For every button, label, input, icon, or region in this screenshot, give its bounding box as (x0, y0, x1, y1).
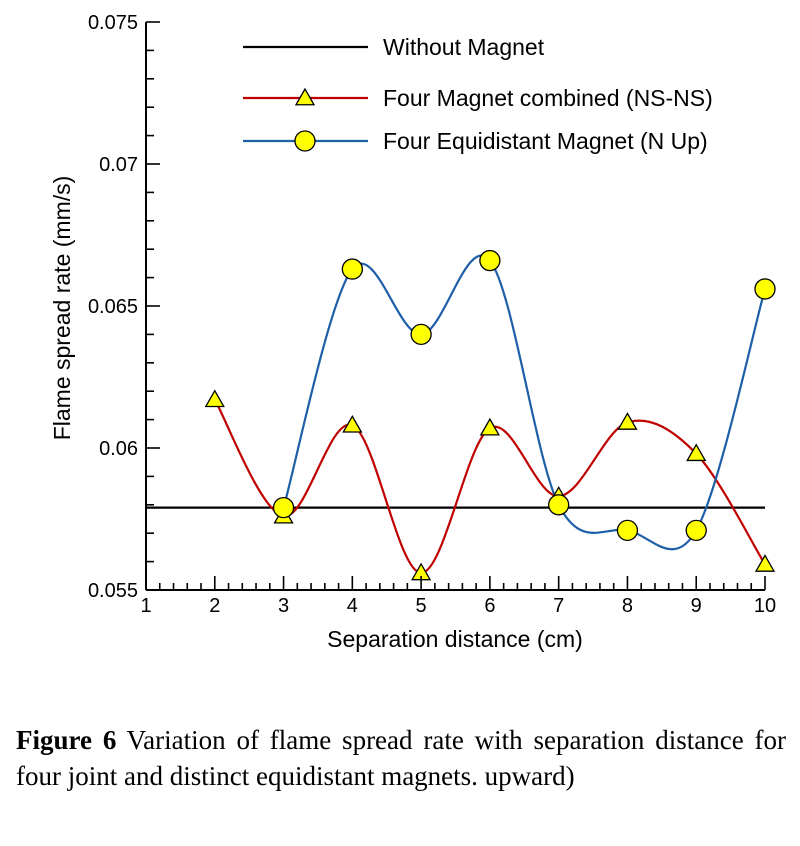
data-point-circle (548, 494, 570, 516)
data-point-circle (272, 496, 295, 519)
y-tick-label: 0.055 (88, 580, 138, 602)
data-point-circle (754, 278, 776, 300)
chart-area: 0.055 0.06 0.065 0.07 0.075 1 2 3 4 5 6 7 8 9 10 Separ… (49, 12, 776, 652)
data-point-circle (685, 519, 707, 542)
x-tick-label: 6 (484, 595, 495, 617)
legend: Without Magnet Four Magnet combined (NS-N… (243, 34, 713, 154)
data-point-triangle (617, 412, 638, 430)
data-point-circle (341, 258, 363, 280)
series-line-2 (213, 399, 766, 575)
data-point-circle (479, 249, 501, 272)
data-point-triangle (479, 417, 501, 436)
x-tick-label: 3 (278, 595, 289, 617)
data-point-circle (410, 323, 432, 346)
legend-marker-circle (294, 130, 316, 152)
y-tick-label: 0.075 (88, 12, 138, 34)
y-tick-label: 0.065 (88, 296, 138, 318)
data-point-triangle (204, 389, 225, 408)
x-tick-label: 10 (754, 595, 776, 617)
y-tick-label: 0.06 (99, 438, 138, 460)
x-axis-title: Separation distance (cm) (327, 626, 583, 652)
x-tick-label: 8 (622, 595, 633, 617)
y-axis-title: Flame spread rate (mm/s) (49, 176, 75, 441)
data-point-circle (616, 519, 639, 542)
data-point-triangle (686, 443, 707, 462)
series-lines (146, 254, 767, 575)
legend-label-2: Four Magnet combined (NS-NS) (383, 85, 713, 111)
y-tick-label: 0.07 (99, 154, 138, 176)
data-point-triangle (754, 554, 776, 572)
x-tick-label: 7 (553, 595, 564, 617)
data-point-triangle (342, 414, 363, 433)
series-line-3 (282, 254, 767, 551)
caption-text: Variation of flame spread rate with sepa… (16, 725, 786, 791)
caption-label: Figure 6 (16, 725, 117, 755)
x-tick-label: 5 (416, 595, 427, 617)
x-tick-label: 9 (691, 595, 702, 617)
axes: 0.055 0.06 0.065 0.07 0.075 1 2 3 4 5 6 7 8 9 10 (88, 12, 776, 617)
figure-caption: Figure 6 Variation of flame spread rate … (16, 722, 786, 794)
x-tick-label: 4 (347, 595, 358, 617)
x-tick-label: 2 (209, 595, 220, 617)
legend-label-1: Without Magnet (383, 34, 545, 60)
legend-label-3: Four Equidistant Magnet (N Up) (383, 128, 708, 154)
series-markers (204, 249, 776, 581)
x-tick-label: 1 (140, 595, 151, 617)
legend-marker-triangle (294, 87, 316, 106)
